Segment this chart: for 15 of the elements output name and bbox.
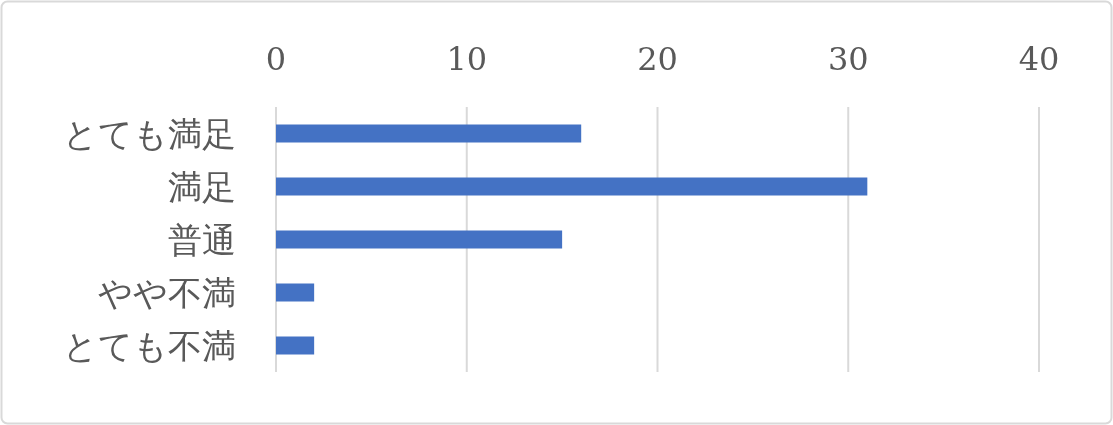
y-tick-label: 満足 [168,166,236,207]
y-tick-label: 普通 [168,219,236,260]
bar [276,283,315,302]
x-tick-label: 20 [637,40,678,78]
y-tick-label: とても不満 [63,325,236,366]
bar [276,177,868,196]
y-tick-label: やや不満 [98,272,236,313]
x-tick-label: 10 [446,40,488,78]
bar [276,124,582,143]
bar [276,336,315,355]
x-tick-label: 0 [265,40,287,78]
x-tick-label: 30 [827,40,869,78]
y-tick-label: とても満足 [63,113,236,154]
bar [276,230,563,249]
x-tick-label: 40 [1018,40,1060,78]
